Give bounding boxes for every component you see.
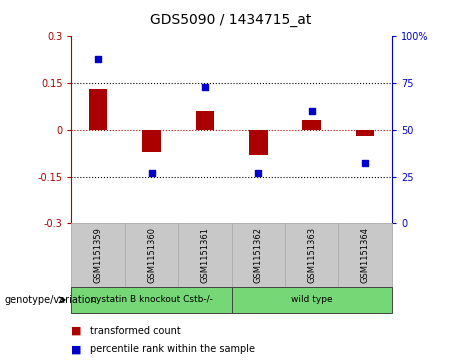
Text: ■: ■ xyxy=(71,344,82,354)
Text: GSM1151362: GSM1151362 xyxy=(254,227,263,283)
Text: GSM1151363: GSM1151363 xyxy=(307,227,316,283)
Point xyxy=(95,56,102,62)
Text: GDS5090 / 1434715_at: GDS5090 / 1434715_at xyxy=(150,13,311,27)
Text: wild type: wild type xyxy=(291,295,332,304)
Bar xyxy=(71,287,231,313)
Bar xyxy=(231,287,392,313)
Bar xyxy=(285,223,338,287)
Text: transformed count: transformed count xyxy=(90,326,181,336)
Bar xyxy=(231,223,285,287)
Point xyxy=(201,84,209,90)
Bar xyxy=(302,121,321,130)
Point xyxy=(148,170,155,176)
Text: GSM1151361: GSM1151361 xyxy=(201,227,209,283)
Bar xyxy=(338,223,392,287)
Bar xyxy=(178,223,231,287)
Point xyxy=(308,108,315,114)
Bar xyxy=(71,223,125,287)
Text: GSM1151359: GSM1151359 xyxy=(94,227,103,283)
Text: genotype/variation: genotype/variation xyxy=(5,295,97,305)
Bar xyxy=(356,130,374,136)
Text: GSM1151360: GSM1151360 xyxy=(147,227,156,283)
Bar xyxy=(89,89,107,130)
Bar xyxy=(142,130,161,152)
Text: ■: ■ xyxy=(71,326,82,336)
Bar xyxy=(249,130,268,155)
Text: cystatin B knockout Cstb-/-: cystatin B knockout Cstb-/- xyxy=(91,295,213,304)
Point xyxy=(361,160,369,166)
Text: GSM1151364: GSM1151364 xyxy=(361,227,370,283)
Text: percentile rank within the sample: percentile rank within the sample xyxy=(90,344,255,354)
Point xyxy=(254,170,262,176)
Bar xyxy=(195,111,214,130)
Bar xyxy=(125,223,178,287)
